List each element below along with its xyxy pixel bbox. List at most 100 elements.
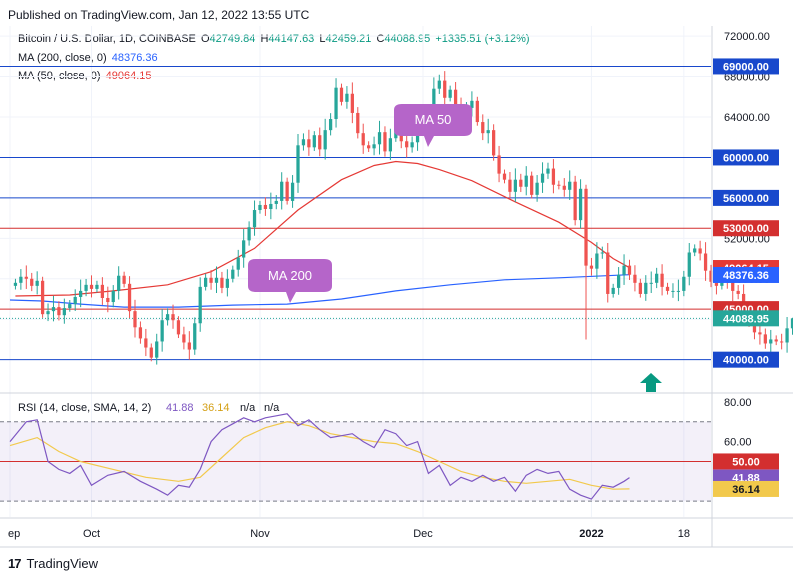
candle-body	[258, 204, 262, 211]
candle-body	[133, 311, 137, 328]
candle-body	[492, 130, 496, 156]
candle-body	[383, 132, 387, 152]
candle-body	[546, 168, 550, 174]
rsi-tick-label: 80.00	[724, 397, 752, 409]
candle-body	[443, 80, 447, 98]
low-label: L	[319, 33, 326, 45]
price-badge	[713, 310, 779, 327]
ma200-legend: MA (200, close, 0) 48376.36	[18, 52, 160, 64]
price-badge-label: 40000.00	[723, 355, 769, 367]
candle-body	[209, 277, 213, 283]
candle-body	[144, 338, 148, 348]
rsi-value: 41.88	[166, 402, 194, 414]
candle-body	[356, 112, 360, 134]
price-badge-label: 53000.00	[723, 223, 769, 235]
candle-body	[122, 275, 126, 284]
candle-body	[616, 274, 621, 288]
candle-body	[193, 323, 197, 350]
up-arrow-icon	[640, 373, 662, 392]
candle-body	[497, 155, 501, 174]
candle-body	[703, 253, 708, 271]
candle-body	[405, 141, 409, 148]
candle-body	[769, 339, 773, 344]
published-caption: Published on TradingView.com, Jan 12, 20…	[8, 8, 310, 22]
price-badge-label: 50.00	[732, 456, 760, 468]
candle-body	[774, 339, 778, 342]
footer: 17 TradingView	[8, 556, 98, 571]
candle-body	[73, 296, 77, 305]
candle-body	[611, 287, 615, 294]
candle-body	[367, 145, 371, 149]
candle-body	[530, 175, 534, 195]
candle-body	[763, 334, 767, 344]
tradingview-logo-icon: 17	[8, 556, 22, 571]
ma200-bubble-text: MA 200	[268, 268, 312, 283]
candle-body	[513, 179, 518, 192]
candle-body	[160, 320, 164, 342]
time-tick-label: 2022	[579, 528, 603, 540]
candle-body	[84, 284, 88, 291]
candle-body	[214, 277, 219, 283]
time-tick-label: Dec	[413, 528, 433, 540]
candle-body	[220, 277, 224, 288]
candle-body	[30, 278, 34, 286]
candle-body	[312, 135, 316, 148]
candle-body	[68, 304, 72, 309]
candle-body	[296, 145, 300, 183]
candle-body	[758, 332, 762, 335]
candle-body	[676, 290, 681, 292]
ma50-label: MA (50, close, 0)	[18, 70, 101, 82]
candle-body	[127, 283, 132, 312]
candle-body	[95, 284, 99, 289]
candle-body	[225, 278, 229, 288]
time-axis[interactable]: ep Oct Nov Dec 2022 18	[8, 528, 690, 540]
candle-body	[671, 290, 675, 292]
candle-body	[328, 119, 333, 131]
candle-body	[709, 270, 713, 282]
candle-body	[790, 318, 793, 329]
candle-body	[117, 275, 121, 291]
candle-body	[285, 181, 289, 201]
candle-body	[557, 184, 561, 186]
ma50-bubble-text: MA 50	[415, 112, 452, 127]
candle-body	[410, 142, 414, 148]
candle-body	[584, 188, 588, 266]
candle-body	[198, 286, 202, 324]
high-label: H	[260, 33, 269, 45]
rsi-axis[interactable]: 80.00 60.00	[724, 397, 752, 449]
horizontal-levels	[0, 65, 711, 361]
candle-body	[269, 203, 273, 210]
candle-body	[388, 138, 393, 152]
candle-body	[290, 182, 295, 201]
candle-body	[13, 282, 18, 286]
candle-body	[568, 181, 572, 190]
candle-body	[46, 311, 50, 315]
candle-body	[589, 265, 594, 269]
candle-body	[780, 341, 784, 343]
candle-body	[323, 130, 327, 150]
candle-body	[138, 327, 143, 339]
candle-body	[687, 252, 691, 277]
price-badge	[713, 149, 779, 166]
candle-body	[502, 173, 507, 180]
price-badge	[713, 453, 779, 470]
rsi-sma-value: 36.14	[202, 402, 230, 414]
ma50-line	[15, 160, 630, 297]
candle-body	[693, 248, 697, 253]
candle-body	[51, 307, 56, 312]
candle-body	[524, 175, 528, 187]
candle-body	[562, 185, 566, 190]
ma50-bubble: MA 50	[394, 104, 472, 147]
candle-body	[176, 320, 181, 335]
candle-body	[111, 290, 115, 303]
price-badge	[713, 220, 779, 237]
candle-body	[274, 200, 278, 204]
close-label: C	[376, 33, 385, 45]
price-badge-label: 69000.00	[723, 61, 769, 73]
price-tick-label: 72000.00	[724, 31, 770, 43]
candle-body	[698, 248, 702, 254]
candle-body	[437, 80, 441, 89]
ma200-bubble: MA 200	[248, 259, 332, 303]
candle-body	[377, 132, 382, 145]
